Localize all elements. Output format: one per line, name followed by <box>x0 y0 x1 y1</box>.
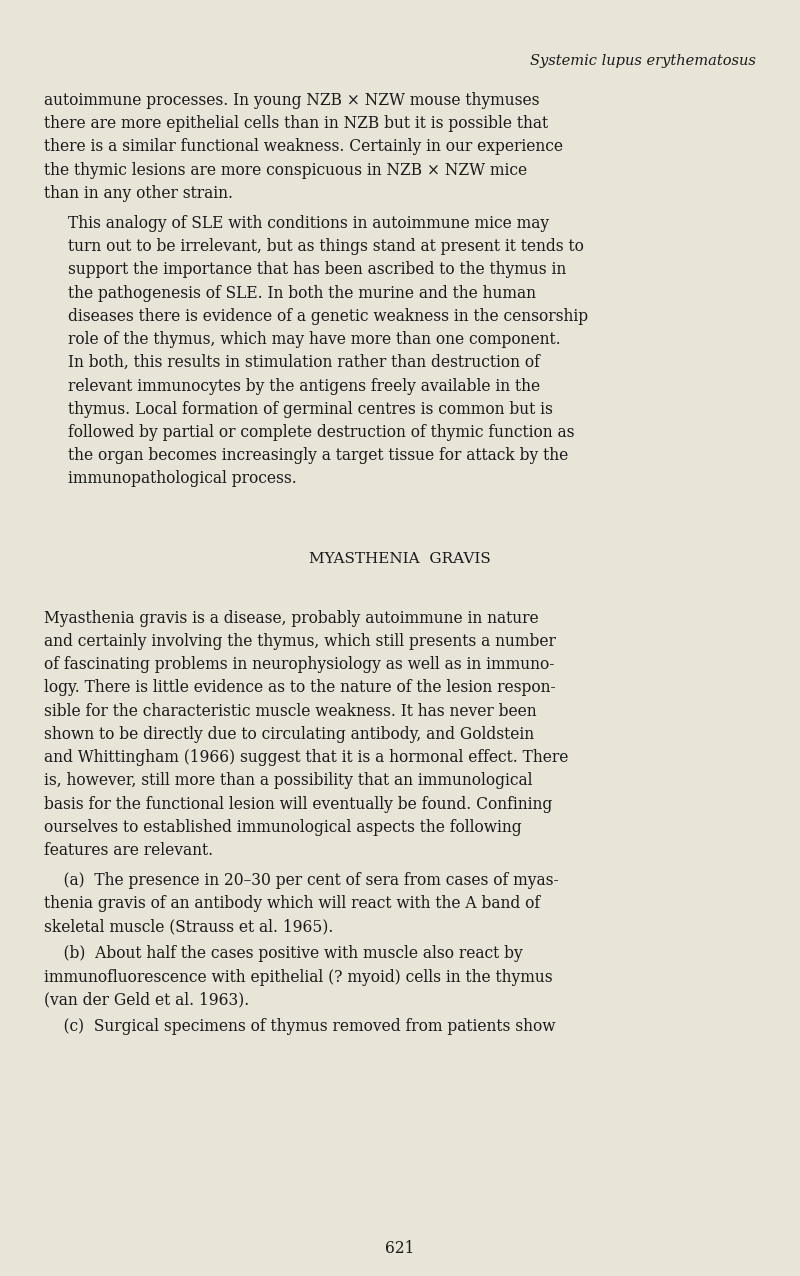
Text: ourselves to established immunological aspects the following: ourselves to established immunological a… <box>44 819 522 836</box>
Text: shown to be directly due to circulating antibody, and Goldstein: shown to be directly due to circulating … <box>44 726 534 743</box>
Text: turn out to be irrelevant, but as things stand at present it tends to: turn out to be irrelevant, but as things… <box>68 239 584 255</box>
Text: skeletal muscle (Strauss et al. 1965).: skeletal muscle (Strauss et al. 1965). <box>44 919 334 935</box>
Text: followed by partial or complete destruction of thymic function as: followed by partial or complete destruct… <box>68 424 574 441</box>
Text: logy. There is little evidence as to the nature of the lesion respon-: logy. There is little evidence as to the… <box>44 679 556 697</box>
Text: of fascinating problems in neurophysiology as well as in immuno-: of fascinating problems in neurophysiolo… <box>44 656 554 674</box>
Text: and Whittingham (1966) suggest that it is a hormonal effect. There: and Whittingham (1966) suggest that it i… <box>44 749 568 766</box>
Text: Systemic lupus erythematosus: Systemic lupus erythematosus <box>530 54 756 68</box>
Text: the thymic lesions are more conspicuous in NZB × NZW mice: the thymic lesions are more conspicuous … <box>44 162 527 179</box>
Text: and certainly involving the thymus, which still presents a number: and certainly involving the thymus, whic… <box>44 633 556 649</box>
Text: (a)  The presence in 20–30 per cent of sera from cases of myas-: (a) The presence in 20–30 per cent of se… <box>44 873 558 889</box>
Text: role of the thymus, which may have more than one component.: role of the thymus, which may have more … <box>68 330 561 348</box>
Text: thymus. Local formation of germinal centres is common but is: thymus. Local formation of germinal cent… <box>68 401 553 417</box>
Text: sible for the characteristic muscle weakness. It has never been: sible for the characteristic muscle weak… <box>44 703 537 720</box>
Text: autoimmune processes. In young NZB × NZW mouse thymuses: autoimmune processes. In young NZB × NZW… <box>44 92 539 108</box>
Text: there is a similar functional weakness. Certainly in our experience: there is a similar functional weakness. … <box>44 138 563 156</box>
Text: immunopathological process.: immunopathological process. <box>68 471 297 487</box>
Text: diseases there is evidence of a genetic weakness in the censorship: diseases there is evidence of a genetic … <box>68 308 588 325</box>
Text: the organ becomes increasingly a target tissue for attack by the: the organ becomes increasingly a target … <box>68 447 568 464</box>
Text: (c)  Surgical specimens of thymus removed from patients show: (c) Surgical specimens of thymus removed… <box>44 1018 555 1036</box>
Text: (van der Geld et al. 1963).: (van der Geld et al. 1963). <box>44 991 250 1009</box>
Text: features are relevant.: features are relevant. <box>44 842 213 859</box>
Text: In both, this results in stimulation rather than destruction of: In both, this results in stimulation rat… <box>68 355 540 371</box>
Text: Myasthenia gravis is a disease, probably autoimmune in nature: Myasthenia gravis is a disease, probably… <box>44 610 538 627</box>
Text: 621: 621 <box>386 1240 414 1257</box>
Text: the pathogenesis of SLE. In both the murine and the human: the pathogenesis of SLE. In both the mur… <box>68 285 536 301</box>
Text: thenia gravis of an antibody which will react with the A band of: thenia gravis of an antibody which will … <box>44 896 540 912</box>
Text: MYASTHENIA  GRAVIS: MYASTHENIA GRAVIS <box>309 551 491 565</box>
Text: basis for the functional lesion will eventually be found. Confining: basis for the functional lesion will eve… <box>44 795 552 813</box>
Text: (b)  About half the cases positive with muscle also react by: (b) About half the cases positive with m… <box>44 946 522 962</box>
Text: This analogy of SLE with conditions in autoimmune mice may: This analogy of SLE with conditions in a… <box>68 214 549 232</box>
Text: there are more epithelial cells than in NZB but it is possible that: there are more epithelial cells than in … <box>44 115 548 133</box>
Text: relevant immunocytes by the antigens freely available in the: relevant immunocytes by the antigens fre… <box>68 378 540 394</box>
Text: support the importance that has been ascribed to the thymus in: support the importance that has been asc… <box>68 262 566 278</box>
Text: immunofluorescence with epithelial (? myoid) cells in the thymus: immunofluorescence with epithelial (? my… <box>44 968 553 985</box>
Text: is, however, still more than a possibility that an immunological: is, however, still more than a possibili… <box>44 772 533 790</box>
Text: than in any other strain.: than in any other strain. <box>44 185 233 202</box>
